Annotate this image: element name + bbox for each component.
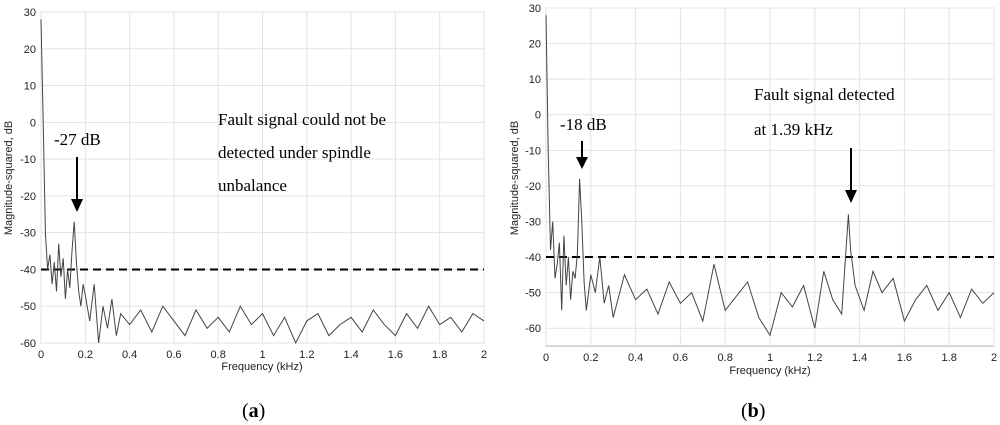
y-tick-label: 20 xyxy=(24,44,36,56)
caption-a: (a) xyxy=(242,400,265,422)
note-line-1-b: Fault signal detected xyxy=(754,85,895,104)
x-tick-label: 0.4 xyxy=(122,349,137,361)
x-tick-label: 1.8 xyxy=(942,352,957,364)
y-tick-label: -10 xyxy=(525,145,541,157)
x-tick-label: 0.6 xyxy=(673,352,688,364)
grid-a xyxy=(40,11,485,344)
panel-b: 30 20 10 0 -10 -20 -30 -40 -50 -60 0 0.2 0.4 0.6 0.8 1… xyxy=(509,3,997,422)
x-ticks-b: 0 0.2 0.4 0.6 0.8 1 1.2 1.4 1.6 1.8 2 xyxy=(543,352,997,364)
y-tick-label: 30 xyxy=(529,3,541,15)
note-line-3-a: unbalance xyxy=(218,176,287,195)
x-tick-label: 2 xyxy=(991,352,997,364)
y-tick-label: 0 xyxy=(30,117,36,129)
x-tick-label: 1 xyxy=(767,352,773,364)
x-tick-label: 1.4 xyxy=(343,349,358,361)
x-tick-label: 0.8 xyxy=(718,352,733,364)
y-tick-label: -40 xyxy=(20,264,36,276)
y-tick-label: 10 xyxy=(24,81,36,93)
note-line-2-a: detected under spindle xyxy=(218,143,371,162)
caption-b: (b) xyxy=(741,400,765,422)
arrow-head-a xyxy=(71,199,83,212)
y-tick-label: -10 xyxy=(20,154,36,166)
x-tick-label: 0 xyxy=(38,349,44,361)
x-tick-label: 0.2 xyxy=(78,349,93,361)
x-tick-label: 2 xyxy=(481,349,487,361)
note-line-2-b: at 1.39 kHz xyxy=(754,120,833,139)
x-axis-label-b: Frequency (kHz) xyxy=(729,365,810,377)
y-ticks-b: 30 20 10 0 -10 -20 -30 -40 -50 -60 xyxy=(525,3,541,335)
y-axis-label-b: Magnitude-squared, dB xyxy=(509,121,521,235)
x-tick-label: 0.4 xyxy=(628,352,643,364)
spectrum-line-b xyxy=(545,15,995,337)
x-tick-label: 1.2 xyxy=(807,352,822,364)
y-tick-label: -20 xyxy=(525,181,541,193)
y-tick-label: -30 xyxy=(20,228,36,240)
x-tick-label: 0.2 xyxy=(583,352,598,364)
x-tick-label: 1.8 xyxy=(432,349,447,361)
y-tick-label: -60 xyxy=(20,338,36,350)
x-ticks-a: 0 0.2 0.4 0.6 0.8 1 1.2 1.4 1.6 1.8 2 xyxy=(38,349,487,361)
x-tick-label: 1.6 xyxy=(897,352,912,364)
x-tick-label: 0.8 xyxy=(211,349,226,361)
note-line-1-a: Fault signal could not be xyxy=(218,110,386,129)
x-axis-label-a: Frequency (kHz) xyxy=(221,361,302,373)
x-tick-label: 1.6 xyxy=(388,349,403,361)
peak-label-a: -27 dB xyxy=(54,130,101,149)
x-tick-label: 0.6 xyxy=(166,349,181,361)
x-tick-label: 1 xyxy=(259,349,265,361)
panel-a: 30 20 10 0 -10 -20 -30 -40 -50 -60 0 0.2 0.4 0.6 0.8 1… xyxy=(3,7,487,422)
y-tick-label: 10 xyxy=(529,74,541,86)
x-tick-label: 1.4 xyxy=(852,352,867,364)
y-axis-label-a: Magnitude-squared, dB xyxy=(3,121,15,235)
y-tick-label: -50 xyxy=(525,288,541,300)
spectrum-line-a xyxy=(40,19,485,345)
y-tick-label: -30 xyxy=(525,216,541,228)
y-tick-label: -20 xyxy=(20,191,36,203)
x-tick-label: 1.2 xyxy=(299,349,314,361)
peak-label-b: -18 dB xyxy=(560,115,607,134)
y-tick-label: 0 xyxy=(535,110,541,122)
x-tick-label: 0 xyxy=(543,352,549,364)
arrow-head-b2 xyxy=(845,190,857,203)
y-tick-label: 30 xyxy=(24,7,36,19)
y-tick-label: -40 xyxy=(525,252,541,264)
y-tick-label: -50 xyxy=(20,301,36,313)
y-ticks-a: 30 20 10 0 -10 -20 -30 -40 -50 -60 xyxy=(20,7,36,350)
arrow-head-b xyxy=(576,157,588,169)
y-tick-label: 20 xyxy=(529,39,541,51)
y-tick-label: -60 xyxy=(525,323,541,335)
